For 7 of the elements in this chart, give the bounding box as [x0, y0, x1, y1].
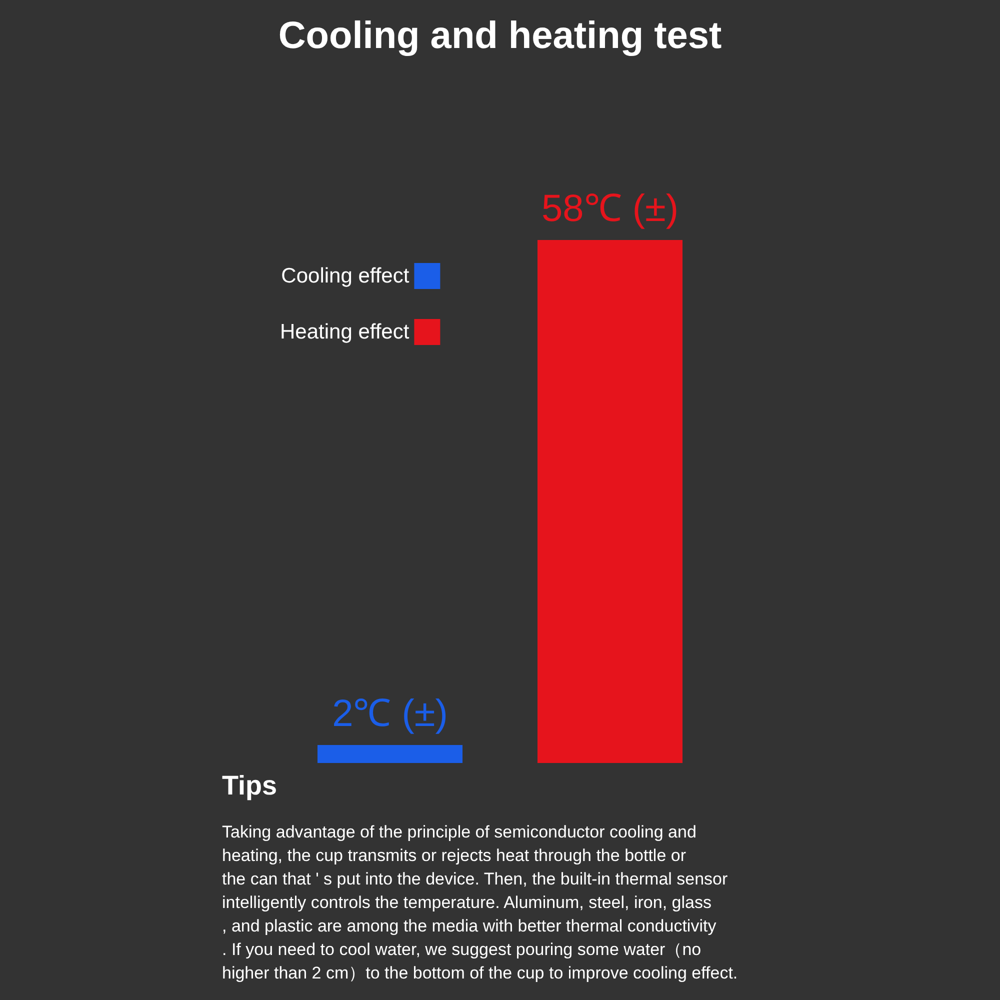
text: Tips: [222, 770, 278, 800]
legend-label: Cooling effect: [281, 264, 410, 288]
data-label: 2℃ (±): [332, 692, 448, 735]
legend-label: Heating effect: [280, 320, 410, 344]
text: Taking advantage of the principle of semiconductor cooling and heating, the cup transmits or rejects heat through the bottle or the can that ' s put into the device. Then, the built-in thermal sensor intelligently controls the temperature. Aluminum, steel, iron, glass , and plastic are among the media with better thermal conductivity . If you need to cool water, we suggest pouring some water（no higher than 2 cm）to the bottom of the cup to improve cooling effect.: [222, 822, 738, 982]
chart-title: Cooling and heating test: [278, 15, 722, 57]
data-label: 58℃ (±): [542, 188, 678, 230]
